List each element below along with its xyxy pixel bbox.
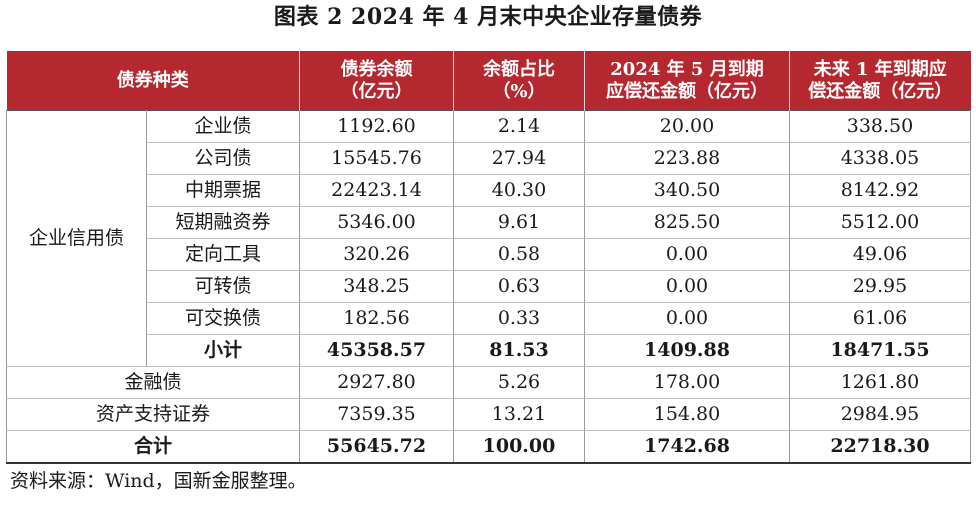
row-may-due: 223.88	[584, 142, 790, 175]
subtotal-balance: 45358.57	[299, 334, 454, 367]
row-name: 可转债	[146, 270, 300, 303]
subtotal-name: 小计	[146, 334, 300, 367]
row-year-due: 1261.80	[789, 366, 971, 399]
row-balance: 22423.14	[299, 174, 454, 207]
row-balance: 5346.00	[299, 206, 454, 239]
source-note: 资料来源：Wind，国新金服整理。	[10, 470, 307, 492]
total-year-due: 22718.30	[789, 430, 971, 464]
row-year-due: 49.06	[789, 238, 971, 271]
subtotal-year-due: 18471.55	[789, 334, 971, 367]
table-row: 中期票据 22423.14 40.30 340.50 8142.92	[7, 174, 971, 207]
total-may-due: 1742.68	[584, 430, 790, 464]
total-name: 合计	[6, 430, 300, 464]
header-may-due: 2024 年 5 月到期 应偿还金额（亿元）	[584, 51, 790, 111]
row-balance: 320.26	[299, 238, 454, 271]
row-name: 资产支持证券	[6, 398, 300, 431]
row-share: 27.94	[453, 142, 585, 175]
row-balance: 7359.35	[299, 398, 454, 431]
header-row: 债券种类 债券余额 （亿元） 余额占比 （%） 2024 年 5 月到期 应偿还…	[6, 51, 971, 111]
row-may-due: 154.80	[584, 398, 790, 431]
row-may-due: 825.50	[584, 206, 790, 239]
header-bond-type: 债券种类	[6, 51, 300, 111]
row-share: 13.21	[453, 398, 585, 431]
row-name: 公司债	[146, 142, 300, 175]
row-year-due: 8142.92	[789, 174, 971, 207]
row-share: 0.63	[453, 270, 585, 303]
row-may-due: 0.00	[584, 302, 790, 335]
row-may-due: 0.00	[584, 238, 790, 271]
row-balance: 348.25	[299, 270, 454, 303]
bond-table: 债券种类 债券余额 （亿元） 余额占比 （%） 2024 年 5 月到期 应偿还…	[6, 51, 971, 464]
row-year-due: 61.06	[789, 302, 971, 335]
row-share: 5.26	[453, 366, 585, 399]
header-share-line1: 余额占比	[483, 58, 555, 80]
row-balance: 1192.60	[299, 110, 454, 143]
row-balance: 15545.76	[299, 142, 454, 175]
row-may-due: 340.50	[584, 174, 790, 207]
header-may-line1: 2024 年 5 月到期	[610, 58, 764, 80]
row-year-due: 4338.05	[789, 142, 971, 175]
row-name: 中期票据	[146, 174, 300, 207]
subtotal-row: 小计 45358.57 81.53 1409.88 18471.55	[7, 334, 971, 367]
header-balance: 债券余额 （亿元）	[299, 51, 454, 111]
table-row: 可交换债 182.56 0.33 0.00 61.06	[7, 302, 971, 335]
row-year-due: 5512.00	[789, 206, 971, 239]
header-year-due: 未来 1 年到期应 偿还金额（亿元）	[789, 51, 971, 111]
row-may-due: 20.00	[584, 110, 790, 143]
row-name: 可交换债	[146, 302, 300, 335]
header-balance-line1: 债券余额	[340, 58, 413, 80]
total-share: 100.00	[453, 430, 585, 464]
table-title: 图表 2 2024 年 4 月末中央企业存量债券	[273, 4, 703, 30]
group-label-credit-bonds: 企业信用债	[6, 110, 147, 367]
row-may-due: 178.00	[584, 366, 790, 399]
table-row: 企业信用债 企业债 1192.60 2.14 20.00 338.50	[6, 110, 971, 367]
row-may-due: 0.00	[584, 270, 790, 303]
row-balance: 2927.80	[299, 366, 454, 399]
subtotal-share: 81.53	[453, 334, 585, 367]
row-name: 企业债	[146, 110, 300, 143]
total-balance: 55645.72	[299, 430, 454, 464]
row-share: 40.30	[453, 174, 585, 207]
row-name: 金融债	[6, 366, 300, 399]
row-share: 0.33	[453, 302, 585, 335]
header-year-line2: 偿还金额（亿元）	[808, 80, 953, 102]
row-year-due: 2984.95	[789, 398, 971, 431]
row-share: 0.58	[453, 238, 585, 271]
header-may-line2: 应偿还金额（亿元）	[606, 80, 768, 102]
table-row-financial-bonds: 金融债 2927.80 5.26 178.00 1261.80	[6, 366, 971, 399]
row-name: 短期融资券	[146, 206, 300, 239]
header-share-line2: （%）	[492, 80, 546, 102]
row-share: 9.61	[453, 206, 585, 239]
row-balance: 182.56	[299, 302, 454, 335]
header-balance-line2: （亿元）	[340, 80, 413, 102]
table-row: 定向工具 320.26 0.58 0.00 49.06	[7, 238, 971, 271]
table-row: 短期融资券 5346.00 9.61 825.50 5512.00	[7, 206, 971, 239]
table-row: 公司债 15545.76 27.94 223.88 4338.05	[7, 142, 971, 175]
row-year-due: 338.50	[789, 110, 971, 143]
table-row-abs: 资产支持证券 7359.35 13.21 154.80 2984.95	[6, 398, 971, 431]
row-name: 定向工具	[146, 238, 300, 271]
header-share: 余额占比 （%）	[453, 51, 585, 111]
subtotal-may-due: 1409.88	[584, 334, 790, 367]
total-row: 合计 55645.72 100.00 1742.68 22718.30	[6, 430, 971, 464]
row-share: 2.14	[453, 110, 585, 143]
table-row: 可转债 348.25 0.63 0.00 29.95	[7, 270, 971, 303]
row-year-due: 29.95	[789, 270, 971, 303]
header-year-line1: 未来 1 年到期应	[813, 58, 947, 80]
